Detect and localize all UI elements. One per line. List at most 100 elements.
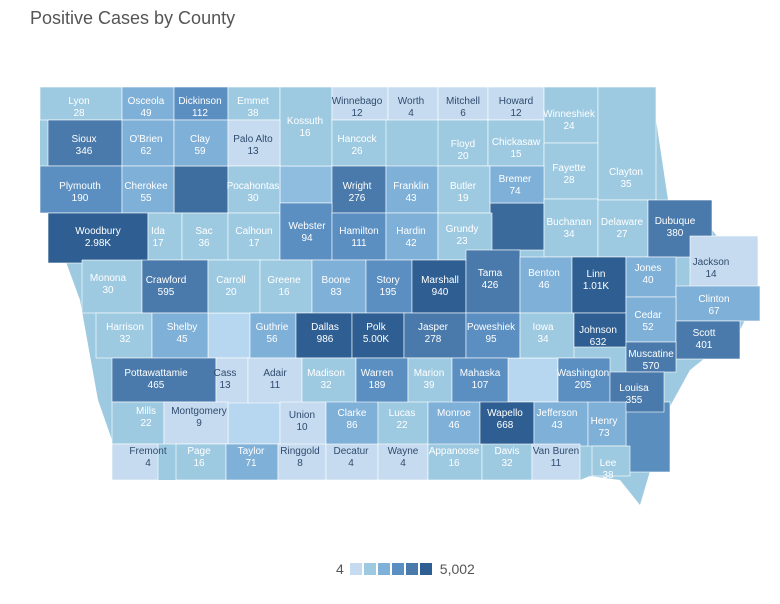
- county-value-iowa: 34: [537, 334, 549, 345]
- county-floyd[interactable]: [437, 119, 489, 167]
- county-value-monroe: 46: [448, 420, 460, 431]
- county-value-van-buren: 11: [551, 458, 562, 469]
- county-taylor[interactable]: [225, 443, 279, 481]
- county-marshall[interactable]: [411, 259, 467, 314]
- county-clayton[interactable]: [597, 86, 657, 201]
- county-cedar[interactable]: [625, 296, 677, 343]
- county-monroe[interactable]: [427, 401, 481, 447]
- county-value-dickinson: 112: [192, 108, 208, 119]
- county-jasper[interactable]: [403, 312, 467, 359]
- county-pocahontas[interactable]: [227, 165, 281, 214]
- county-poweshiek[interactable]: [465, 312, 521, 359]
- county-name-clinton: Clinton: [698, 294, 729, 305]
- county-union[interactable]: [279, 401, 327, 447]
- county-worth[interactable]: [387, 86, 439, 121]
- county-polk[interactable]: [351, 312, 405, 359]
- county-warren[interactable]: [355, 357, 409, 404]
- county-name-wayne: Wayne: [388, 446, 419, 457]
- county-plymouth[interactable]: [39, 165, 123, 214]
- county-name-palo-alto: Palo Alto: [233, 134, 273, 145]
- county-emmet[interactable]: [227, 86, 281, 121]
- county-dickinson[interactable]: [173, 86, 229, 121]
- county-linn[interactable]: [571, 256, 627, 314]
- county-name-carroll: Carroll: [216, 275, 245, 286]
- county-kossuth[interactable]: [279, 86, 333, 167]
- county-value-taylor: 71: [245, 458, 257, 469]
- county-hamilton[interactable]: [331, 212, 387, 261]
- county-mahaska[interactable]: [451, 357, 509, 404]
- county-woodbury[interactable]: [47, 212, 149, 264]
- county-howard[interactable]: [487, 86, 545, 121]
- county-franklin[interactable]: [385, 165, 439, 214]
- county-lucas[interactable]: [377, 401, 429, 447]
- county-scott[interactable]: [675, 320, 741, 360]
- county-name-decatur: Decatur: [333, 446, 369, 457]
- county-name-guthrie: Guthrie: [256, 322, 289, 333]
- county-name-van-buren: Van Buren: [533, 446, 580, 457]
- county-jefferson[interactable]: [533, 401, 589, 447]
- county-mills[interactable]: [111, 401, 165, 445]
- county-shape-unlabeled[interactable]: [279, 165, 333, 204]
- county-cherokee[interactable]: [121, 165, 175, 214]
- county-butler[interactable]: [437, 165, 491, 214]
- county-shape-unlabeled[interactable]: [227, 401, 281, 445]
- county-buchanan[interactable]: [543, 198, 599, 258]
- county-monona[interactable]: [81, 259, 143, 314]
- county-henry[interactable]: [587, 401, 627, 447]
- county-story[interactable]: [365, 259, 413, 314]
- county-crawford[interactable]: [141, 259, 209, 314]
- county-clinton[interactable]: [675, 285, 761, 322]
- county-wapello[interactable]: [479, 401, 535, 447]
- county-wayne[interactable]: [377, 443, 429, 481]
- county-montgomery[interactable]: [163, 401, 229, 445]
- county-value-lyon: 28: [73, 108, 85, 119]
- county-value-mahaska: 107: [472, 380, 489, 391]
- county-iowa[interactable]: [519, 312, 575, 359]
- county-fremont[interactable]: [111, 443, 159, 481]
- county-washington[interactable]: [557, 357, 611, 404]
- county-page[interactable]: [175, 443, 227, 481]
- county-value-lee: 38: [602, 470, 614, 481]
- county-value-delaware: 27: [616, 229, 628, 240]
- county-fayette[interactable]: [543, 142, 599, 200]
- county-decatur[interactable]: [325, 443, 379, 481]
- county-jackson[interactable]: [689, 235, 759, 295]
- county-o-brien[interactable]: [121, 119, 175, 167]
- county-pottawattamie[interactable]: [111, 357, 217, 403]
- county-tama[interactable]: [465, 249, 521, 314]
- county-cass[interactable]: [215, 357, 249, 404]
- county-winneshiek[interactable]: [543, 86, 599, 144]
- county-shape-unlabeled[interactable]: [507, 357, 559, 403]
- county-johnson[interactable]: [573, 312, 627, 348]
- county-sioux[interactable]: [47, 119, 123, 167]
- county-greene[interactable]: [259, 259, 313, 314]
- county-van-buren[interactable]: [531, 443, 581, 481]
- county-marion[interactable]: [407, 357, 453, 404]
- county-lyon[interactable]: [39, 86, 123, 121]
- county-value-butler: 19: [457, 193, 469, 204]
- county-winnebago[interactable]: [331, 86, 389, 121]
- county-value-polk: 5.00K: [363, 334, 389, 345]
- county-calhoun[interactable]: [227, 212, 281, 261]
- county-adair[interactable]: [247, 357, 303, 404]
- county-davis[interactable]: [481, 443, 533, 481]
- county-value-davis: 32: [501, 458, 513, 469]
- county-bremer[interactable]: [489, 165, 545, 204]
- county-shape-unlabeled[interactable]: [489, 202, 545, 251]
- county-carroll[interactable]: [207, 259, 261, 314]
- county-muscatine[interactable]: [625, 341, 677, 373]
- county-sac[interactable]: [181, 212, 229, 261]
- county-shelby[interactable]: [151, 312, 209, 359]
- county-jones[interactable]: [625, 256, 677, 298]
- county-hardin[interactable]: [385, 212, 439, 261]
- county-appanoose[interactable]: [427, 443, 483, 481]
- county-boone[interactable]: [311, 259, 367, 314]
- county-clay[interactable]: [173, 119, 229, 167]
- county-shape-unlabeled[interactable]: [173, 165, 229, 214]
- county-ringgold[interactable]: [277, 443, 327, 481]
- county-lee[interactable]: [591, 445, 631, 477]
- county-shape-unlabeled[interactable]: [625, 401, 671, 473]
- county-shape-unlabeled[interactable]: [207, 312, 251, 359]
- county-palo-alto[interactable]: [227, 119, 281, 167]
- county-name-montgomery: Montgomery: [171, 406, 227, 417]
